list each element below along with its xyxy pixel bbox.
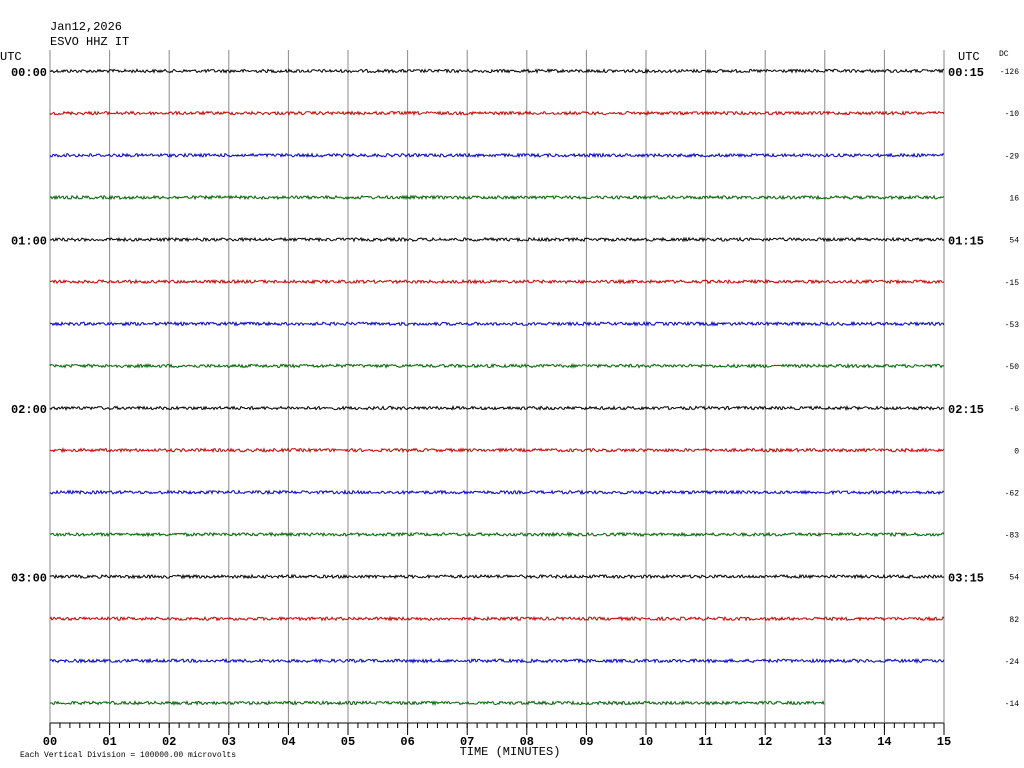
trace [49,362,945,369]
x-tick-label: 08 [520,735,534,749]
subtitle: ESVO HHZ IT [50,35,129,49]
trace [49,573,945,580]
trace [49,615,945,622]
trace [49,320,945,327]
right-time-label: 02:15 [948,403,984,417]
x-tick-label: 11 [698,735,712,749]
left-time-label: 03:00 [11,572,47,586]
dc-label: DC [999,50,1009,59]
dc-value: 0 [1014,447,1019,456]
trace [49,194,945,201]
dc-value: -15 [1005,279,1020,288]
dc-value: -126 [1000,68,1019,77]
x-tick-label: 15 [937,735,951,749]
trace [49,236,945,243]
dc-value: -6 [1009,405,1019,414]
trace [49,446,945,454]
x-tick-label: 10 [639,735,653,749]
right-time-label: 01:15 [948,235,984,249]
footnote: Each Vertical Division = 100000.00 micro… [20,751,236,760]
x-tick-label: 13 [818,735,832,749]
dc-value: -62 [1005,489,1020,498]
dc-value: -53 [1005,321,1020,330]
x-tick-label: 02 [162,735,176,749]
dc-value: -29 [1005,152,1020,161]
dc-value: 54 [1009,237,1019,246]
trace [49,489,945,496]
trace [49,67,945,75]
title: Jan12,2026 [50,20,122,34]
trace [49,531,945,538]
left-axis-label: UTC [0,50,22,64]
x-tick-label: 03 [222,735,236,749]
right-time-label: 03:15 [948,572,984,586]
x-tick-label: 12 [758,735,772,749]
trace [49,657,945,665]
x-tick-label: 05 [341,735,355,749]
trace [49,699,825,707]
trace [49,404,945,412]
dc-value: 54 [1009,574,1019,583]
trace [49,152,945,159]
right-time-label: 00:15 [948,66,984,80]
dc-value: -14 [1005,700,1020,709]
dc-value: -10 [1005,110,1020,119]
x-tick-label: 00 [43,735,57,749]
trace [49,110,945,117]
x-tick-label: 14 [877,735,891,749]
left-time-label: 02:00 [11,403,47,417]
x-tick-label: 04 [281,735,295,749]
dc-value: -24 [1005,658,1020,667]
x-tick-label: 07 [460,735,474,749]
right-axis-label: UTC [958,50,980,64]
left-time-label: 00:00 [11,66,47,80]
left-time-label: 01:00 [11,235,47,249]
dc-value: 82 [1009,616,1019,625]
x-tick-label: 09 [579,735,593,749]
x-axis-label: TIME (MINUTES) [460,745,561,759]
dc-value: -50 [1005,363,1020,372]
x-tick-label: 06 [400,735,414,749]
dc-value: -83 [1005,532,1020,541]
trace [49,278,945,285]
dc-value: 16 [1009,194,1019,203]
x-tick-label: 01 [102,735,116,749]
